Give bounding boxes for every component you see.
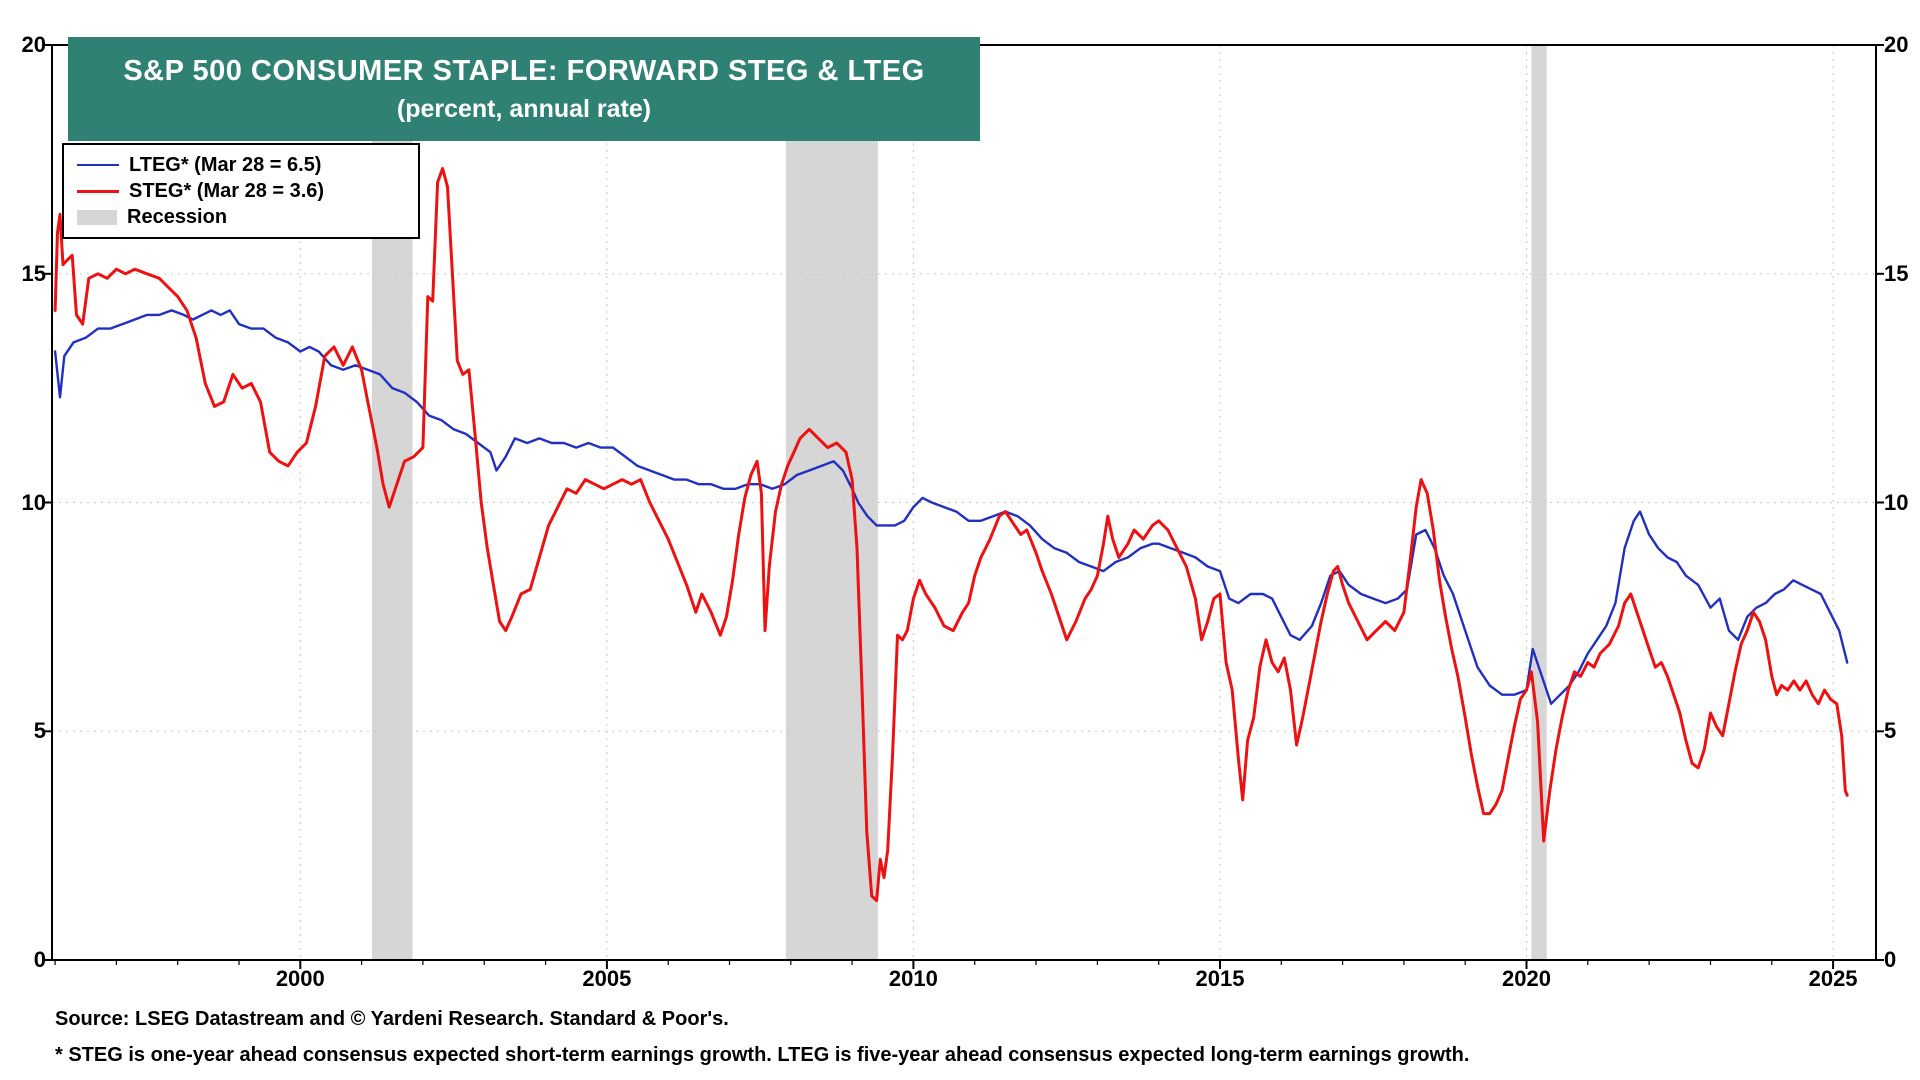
y-axis-label-right-15: 15 [1884, 260, 1909, 286]
y-axis-label-left-5: 5 [33, 718, 46, 744]
x-axis-label-2010: 2010 [888, 966, 938, 991]
recession-band [1531, 45, 1547, 960]
y-axis-label-left-20: 20 [21, 32, 46, 57]
legend-item-recession: Recession [77, 204, 418, 230]
legend: LTEG* (Mar 28 = 6.5) STEG* (Mar 28 = 3.6… [62, 143, 420, 239]
x-axis-label-2005: 2005 [582, 966, 632, 991]
recession-swatch [77, 209, 117, 225]
y-axis-label-right-10: 10 [1884, 489, 1909, 515]
y-axis-label-left-0: 0 [33, 947, 46, 972]
x-axis-label-2025: 2025 [1808, 966, 1858, 991]
x-axis-label-2000: 2000 [275, 966, 325, 991]
steg-legend-label: STEG* (Mar 28 = 3.6) [129, 179, 325, 202]
chart-title: S&P 500 CONSUMER STAPLE: FORWARD STEG & … [123, 54, 925, 87]
y-axis-label-right-5: 5 [1884, 718, 1897, 744]
lteg-legend-label: LTEG* (Mar 28 = 6.5) [129, 153, 322, 176]
y-axis-label-left-10: 10 [21, 489, 46, 515]
y-axis-label-left-15: 15 [21, 260, 46, 286]
chart-subtitle: (percent, annual rate) [396, 94, 652, 123]
legend-item-lteg: LTEG* (Mar 28 = 6.5) [77, 152, 418, 178]
legend-item-steg: STEG* (Mar 28 = 3.6) [77, 178, 418, 204]
footnote-line: * STEG is one-year ahead consensus expec… [55, 1044, 1470, 1066]
y-axis-label-right-20: 20 [1884, 32, 1909, 57]
x-axis-label-2020: 2020 [1502, 966, 1551, 991]
steg-line-swatch [77, 189, 119, 193]
x-axis-label-2015: 2015 [1195, 966, 1245, 991]
lteg-line-swatch [77, 163, 119, 167]
steg-line [53, 167, 1849, 902]
lteg-line [53, 309, 1849, 705]
chart-title-box: S&P 500 CONSUMER STAPLE: FORWARD STEG & … [68, 37, 980, 141]
source-line: Source: LSEG Datastream and © Yardeni Re… [55, 1008, 729, 1030]
y-axis-label-right-0: 0 [1884, 947, 1897, 972]
recession-legend-label: Recession [127, 205, 228, 228]
